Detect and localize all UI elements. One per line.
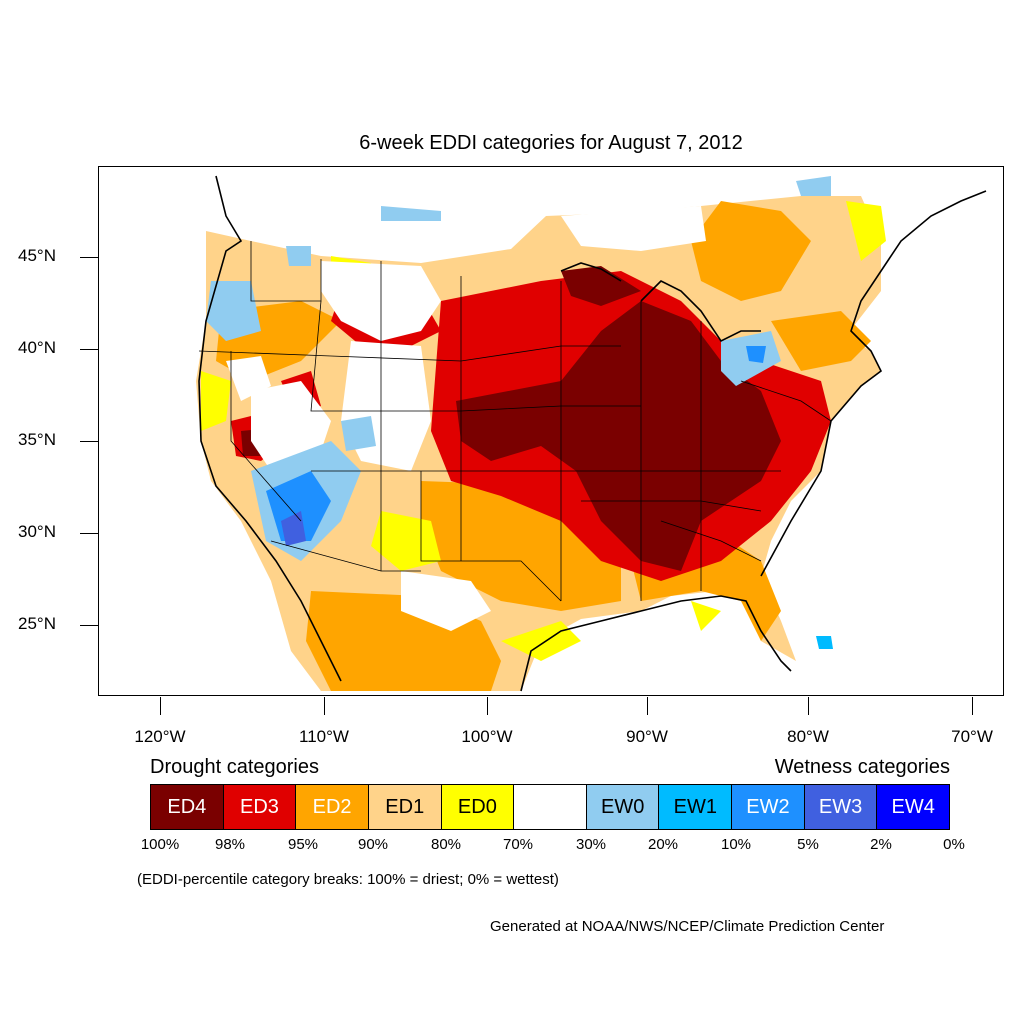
legend-box-ew4: EW4: [877, 785, 950, 829]
lon-tick: [160, 697, 161, 715]
lon-label-110: 110°W: [299, 727, 349, 746]
lat-label-25: 25°N: [18, 614, 56, 633]
generated-credit: Generated at NOAA/NWS/NCEP/Climate Predi…: [490, 918, 885, 935]
lat-tick: [80, 533, 98, 534]
lon-tick: [647, 697, 648, 715]
lon-label-80: 80°W: [787, 727, 829, 746]
lon-label-100: 100°W: [461, 727, 513, 746]
legend-box-ew1: EW1: [659, 785, 733, 829]
legend-box-ed1: ED1: [368, 785, 442, 829]
legend-box-normal: [514, 785, 587, 829]
lat-label-30: 30°N: [18, 522, 56, 541]
state-borders: [198, 241, 832, 602]
break-label: 2%: [870, 836, 892, 853]
break-label: 30%: [575, 836, 607, 853]
break-label: 80%: [430, 836, 462, 853]
break-label: 98%: [214, 836, 246, 853]
legend-box-ew2: EW2: [732, 785, 805, 829]
break-label: 90%: [357, 836, 389, 853]
legend-box-ed0: ED0: [441, 785, 515, 829]
map-canvas: [196, 175, 987, 692]
lat-tick: [80, 257, 98, 258]
category-breaks-note: (EDDI-percentile category breaks: 100% =…: [137, 871, 559, 888]
lon-label-70: 70°W: [951, 727, 993, 746]
legend-box-ed3: ED3: [223, 785, 297, 829]
legend-box-ew3: EW3: [804, 785, 878, 829]
map-title: 6-week EDDI categories for August 7, 201…: [359, 132, 743, 154]
lat-tick: [80, 441, 98, 442]
lat-tick: [80, 625, 98, 626]
lon-tick: [487, 697, 488, 715]
break-label: 100%: [140, 836, 180, 853]
break-label: 20%: [647, 836, 679, 853]
lon-label-120: 120°W: [134, 727, 186, 746]
lon-label-90: 90°W: [626, 727, 668, 746]
lon-tick: [808, 697, 809, 715]
drought-categories-heading: Drought categories: [150, 756, 319, 778]
break-label: 0%: [943, 836, 965, 853]
lon-tick: [324, 697, 325, 715]
legend-box-ew0: EW0: [586, 785, 660, 829]
wetness-categories-heading: Wetness categories: [774, 756, 950, 778]
legend-box-ed2: ED2: [296, 785, 369, 829]
lat-label-35: 35°N: [18, 430, 56, 449]
legend-box-ed4: ED4: [151, 785, 224, 829]
lon-tick: [972, 697, 973, 715]
break-label: 10%: [720, 836, 752, 853]
drought-map: [98, 166, 1004, 696]
break-label: 70%: [502, 836, 534, 853]
category-legend: ED4 ED3 ED2 ED1 ED0 EW0 EW1 EW2 EW3 EW4: [150, 784, 950, 830]
lat-tick: [80, 349, 98, 350]
break-label: 5%: [797, 836, 819, 853]
break-label: 95%: [287, 836, 319, 853]
wetness-regions: [206, 176, 833, 649]
lat-label-45: 45°N: [18, 246, 56, 265]
coastlines: [198, 175, 987, 692]
lat-label-40: 40°N: [18, 338, 56, 357]
